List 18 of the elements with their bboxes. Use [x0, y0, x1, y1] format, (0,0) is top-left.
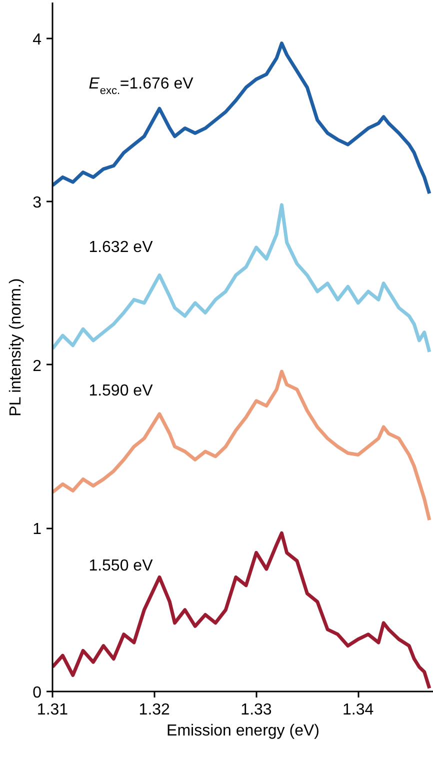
- line-series: [52, 42, 432, 196]
- x-tick-label: 1.31: [36, 702, 68, 718]
- y-tick-label: 1: [32, 521, 42, 538]
- y-axis-title: PL intensity (norm.): [8, 278, 25, 416]
- y-tick-label: 4: [32, 31, 42, 48]
- y-tick-label: 0: [32, 684, 42, 702]
- series-label: 1.632 eV: [88, 238, 154, 256]
- line-series: [52, 203, 432, 354]
- line-series: [52, 370, 432, 522]
- x-tick-label: 1.32: [138, 702, 170, 718]
- y-tick-label: 3: [32, 194, 42, 212]
- x-tick-label: 1.34: [342, 702, 374, 718]
- x-axis-title: Emission energy (eV): [166, 722, 320, 740]
- x-tick-label: 1.33: [240, 702, 272, 718]
- line-series: [52, 531, 432, 690]
- y-tick-label: 2: [32, 358, 42, 375]
- series-label: 1.590 eV: [88, 382, 154, 400]
- series-label: 1.550 eV: [88, 557, 154, 574]
